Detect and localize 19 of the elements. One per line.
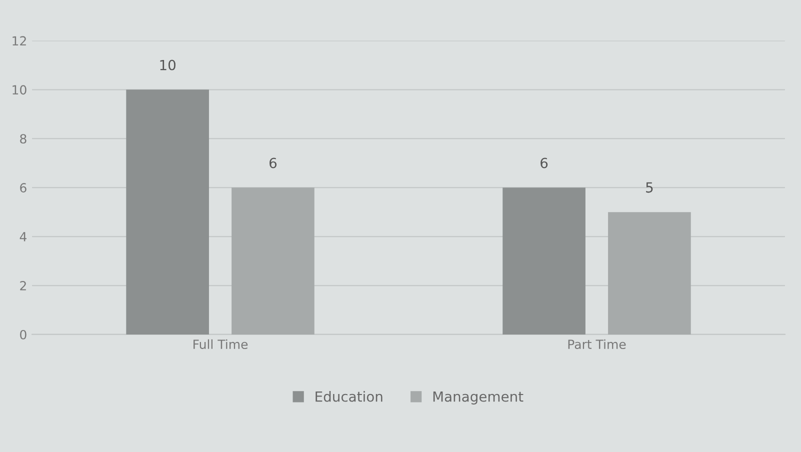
data-label: 5 <box>646 182 653 193</box>
data-label: 10 <box>160 60 176 70</box>
y-tick-label: 4 <box>20 232 26 242</box>
y-tick-label: 8 <box>20 134 26 144</box>
y-tick-label: 12 <box>12 36 26 46</box>
x-tick-label: Part Time <box>568 339 626 350</box>
y-tick-label: 2 <box>20 280 26 290</box>
data-label: 6 <box>270 158 277 168</box>
y-tick-label: 10 <box>12 85 26 95</box>
bar <box>608 212 691 334</box>
x-tick-label: Full Time <box>194 339 248 350</box>
y-tick-label: 6 <box>20 183 26 193</box>
bar <box>232 188 314 334</box>
y-tick-label: 0 <box>20 330 26 340</box>
bar <box>502 188 586 334</box>
legend-label: Management <box>433 391 524 404</box>
data-label: 6 <box>540 158 548 168</box>
bar <box>126 90 209 334</box>
legend-label: Education <box>316 391 382 402</box>
